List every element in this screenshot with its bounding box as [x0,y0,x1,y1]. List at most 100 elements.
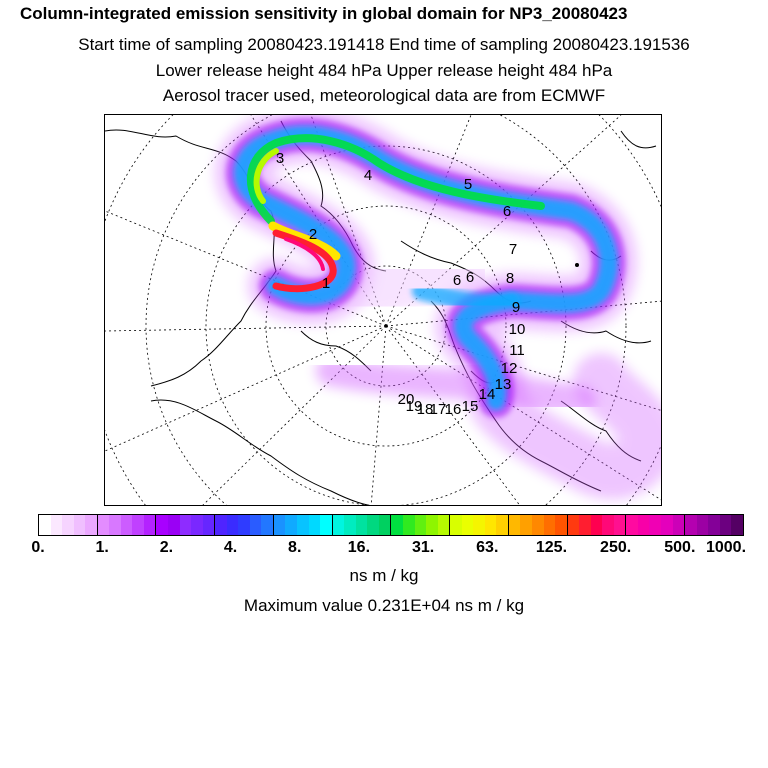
colorbar-tick-label: 2. [159,539,174,556]
day-label: 11 [509,342,525,359]
colorbar-segment [637,515,650,535]
colorbar-segment [344,515,356,535]
colorbar-segment [402,515,415,535]
colorbar-segment [649,515,661,535]
colorbar-segment [179,515,192,535]
colorbar-tick-label: 1. [95,539,109,556]
colorbar-segment [156,515,169,535]
colorbar-segment [249,515,262,535]
colorbar-segment [97,515,110,535]
colorbar-segment [285,515,298,535]
day-label: 9 [512,299,520,316]
colorbar-segment [719,515,732,535]
colorbar-segment [168,515,180,535]
colorbar-segment [215,515,227,535]
day-label: 6 [503,203,511,220]
colorbar-segment [579,515,591,535]
colorbar-segment [332,515,345,535]
colorbar-segment [660,515,673,535]
data-source: Aerosol tracer used, meteorological data… [162,86,606,105]
colorbar-segment [50,515,63,535]
release-heights: Lower release height 484 hPa Upper relea… [155,61,613,80]
colorbar-segment [437,515,451,535]
day-label: 5 [464,176,472,193]
colorbar-segment [672,515,686,535]
colorbar-segment [355,515,368,535]
day-label: 17 [430,401,447,418]
colorbar-segment [520,515,532,535]
colorbar-segment [696,515,709,535]
colorbar-segment [473,515,485,535]
colorbar-units: ns m / kg [349,566,419,585]
colorbar-segment [202,515,216,535]
colorbar-segment [378,515,392,535]
colorbar-segment [685,515,697,535]
day-label: 2 [309,226,317,243]
emission-sensitivity-map: 1 2 3 4 5 6 7 8 9 10 11 12 13 14 15 16 17 18 19 20 6 6 [104,114,662,506]
colorbar-tick-label: 250. [600,539,632,556]
colorbar-tick-label: 1000. [705,539,747,556]
colorbar-segment [226,515,239,535]
colorbar-segment [238,515,250,535]
colorbar-segment [613,515,627,535]
colorbar-segment [367,515,379,535]
day-label: 15 [462,398,479,415]
day-label: 1 [322,275,330,292]
colorbar-segment [273,515,286,535]
colorbar-segment [590,515,603,535]
colorbar-segment [73,515,86,535]
colorbar-segment [496,515,509,535]
colorbar-tick-label: 4. [223,539,238,556]
colorbar-segment [85,515,98,535]
colorbar-segment [308,515,321,535]
colorbar-segment [543,515,556,535]
colorbar-segment [461,515,474,535]
map-title: Column-integrated emission sensitivity i… [20,4,628,23]
day-label: 14 [479,386,496,403]
colorbar-segment [508,515,521,535]
colorbar-segment [62,515,74,535]
day-label: 13 [495,376,512,393]
colorbar-segment [426,515,438,535]
colorbar-tick-label: 63. [476,539,499,556]
colorbar-tick-label: 8. [288,539,302,556]
colorbar-segment [39,515,51,535]
colorbar-segment [120,515,133,535]
colorbar-segment [708,515,720,535]
colorbar-segment [191,515,203,535]
day-label: 19 [406,398,423,415]
colorbar-tick-label: 31. [411,539,435,556]
day-label: 8 [506,270,514,287]
colorbar-segment [567,515,580,535]
colorbar-segment [450,515,462,535]
day-label: 6 [453,272,461,289]
day-label: 3 [276,150,284,167]
colorbar-segment [484,515,497,535]
day-label: 10 [509,321,526,338]
colorbar-tick-label: 0. [31,539,45,556]
sampling-times: Start time of sampling 20080423.191418 E… [78,35,690,54]
maximum-value: Maximum value 0.231E+04 ns m / kg [243,596,525,615]
colorbar-segment [297,515,309,535]
colorbar-segment [602,515,614,535]
day-label: 16 [445,401,462,418]
colorbar-segment [109,515,121,535]
colorbar-tick-label: 500. [664,539,696,556]
colorbar-segment [391,515,403,535]
day-label: 7 [509,241,517,258]
day-label: 6 [466,269,474,286]
colorbar-segment [320,515,333,535]
colorbar-segment [555,515,568,535]
day-label: 18 [417,401,434,418]
colorbar-segment [261,515,274,535]
colorbar-segment [531,515,544,535]
colorbar-segment [132,515,144,535]
colorbar-segment [731,515,743,535]
colorbar-tick-label: 16. [347,539,371,556]
colorbar-tick-label: 125. [535,539,568,556]
colorbar-segment [414,515,427,535]
colorbar-segment [626,515,638,535]
day-label: 20 [398,391,415,408]
